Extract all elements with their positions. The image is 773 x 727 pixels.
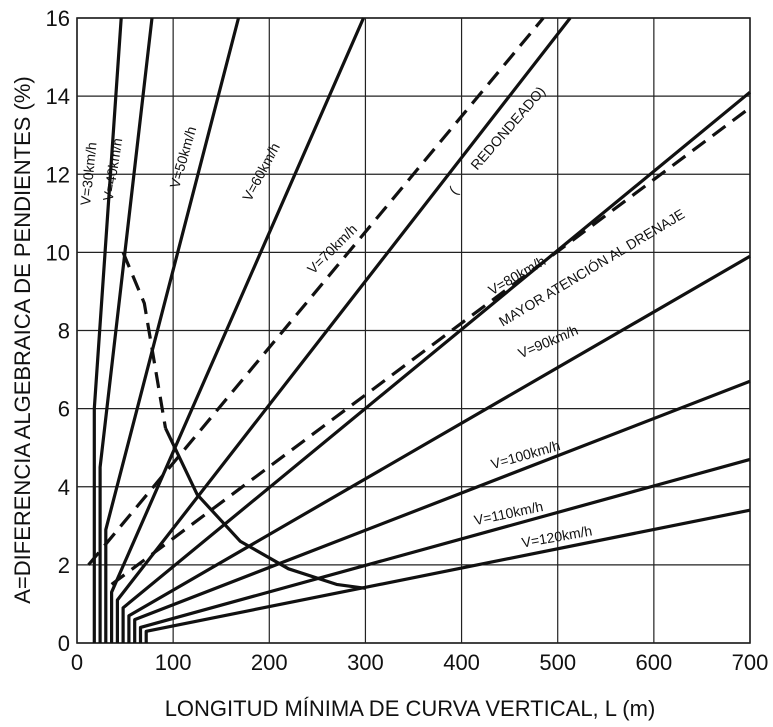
series-lines <box>87 16 752 643</box>
x-tick-300: 300 <box>347 650 384 675</box>
y-tick-16: 16 <box>46 6 70 31</box>
plot-frame <box>76 17 751 644</box>
curve-label-11: V=110km/h <box>473 498 545 528</box>
curve-label-2: V=50km/h <box>166 125 199 190</box>
series-line-6 <box>127 254 751 643</box>
y-tick-0: 0 <box>58 631 70 656</box>
y-tick-8: 8 <box>58 319 70 344</box>
y-tick-6: 6 <box>58 397 70 422</box>
series-line-2 <box>104 17 241 643</box>
series-line-11 <box>110 106 751 586</box>
y-tick-2: 2 <box>58 553 70 578</box>
x-tick-600: 600 <box>635 650 672 675</box>
curve-label-0: V=30km/h <box>77 141 100 206</box>
x-tick-500: 500 <box>539 650 576 675</box>
series-line-1 <box>98 17 154 643</box>
y-tick-10: 10 <box>46 240 70 265</box>
x-axis-label: LONGITUD MÍNIMA DE CURVA VERTICAL, L (m) <box>165 696 656 721</box>
series-line-7 <box>133 379 751 643</box>
x-tick-0: 0 <box>71 650 83 675</box>
curve-label-9: V=90km/h <box>516 322 581 362</box>
series-line-0 <box>92 17 123 643</box>
tick-labels: 0 100 200 300 400 500 600 700 0 2 4 6 8 10 12 14 16 <box>46 6 769 675</box>
series-line-13 <box>164 427 366 590</box>
curve-labels: V=30km/h V=40km/h V=50km/h V=60km/hV=70km/h… <box>77 83 687 550</box>
curve-label-1: V=40km/h <box>100 137 126 202</box>
y-axis-label: A=DIFERENCIA ALGEBRAICA DE PENDIENTES (%… <box>10 76 35 604</box>
x-tick-400: 400 <box>443 650 480 675</box>
y-tick-14: 14 <box>46 84 70 109</box>
x-tick-700: 700 <box>732 650 769 675</box>
y-tick-12: 12 <box>46 162 70 187</box>
curve-label-12: V=120km/h <box>520 522 593 550</box>
series-line-3 <box>109 17 365 643</box>
series-line-10 <box>87 16 545 566</box>
grid <box>76 17 751 644</box>
series-line-9 <box>144 508 751 643</box>
series-line-8 <box>138 457 751 643</box>
curve-label-3: V=60km/h <box>239 140 283 204</box>
x-tick-100: 100 <box>155 650 192 675</box>
curve-label-6: ( <box>445 183 460 197</box>
series-line-12 <box>121 251 168 429</box>
x-tick-200: 200 <box>251 650 288 675</box>
y-tick-4: 4 <box>58 475 70 500</box>
series-line-4 <box>115 17 572 643</box>
